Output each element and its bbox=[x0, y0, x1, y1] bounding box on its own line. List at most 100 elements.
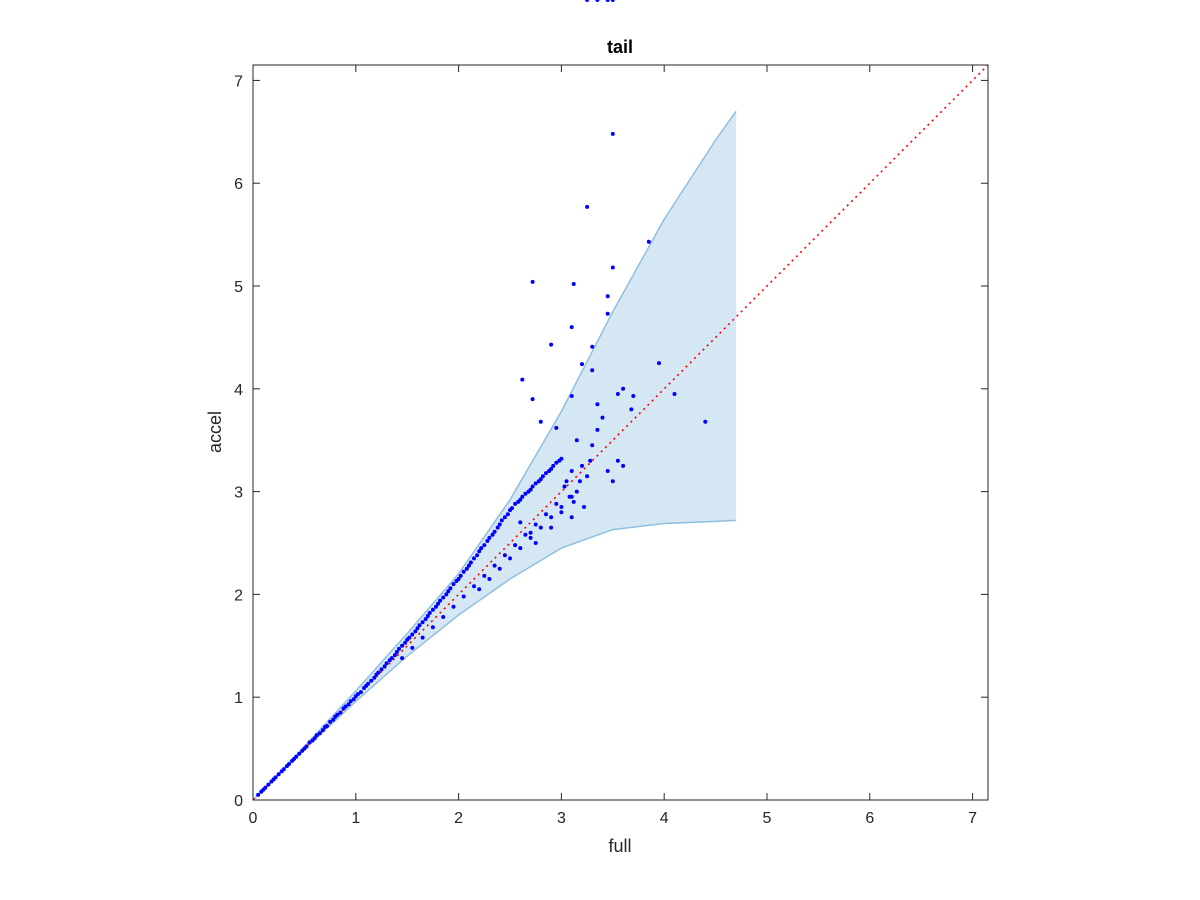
data-point bbox=[540, 474, 545, 479]
data-point bbox=[574, 438, 579, 443]
data-point bbox=[256, 792, 261, 797]
data-point bbox=[585, 204, 590, 209]
data-point bbox=[320, 728, 325, 733]
data-point bbox=[569, 394, 574, 398]
data-point bbox=[400, 643, 405, 648]
data-point bbox=[513, 543, 518, 548]
y-tick-label: 7 bbox=[234, 73, 243, 90]
data-point bbox=[595, 427, 600, 432]
data-point bbox=[530, 279, 535, 284]
data-point bbox=[485, 539, 490, 543]
data-point bbox=[482, 573, 487, 578]
data-point bbox=[394, 650, 399, 654]
data-point bbox=[464, 566, 469, 571]
data-point bbox=[487, 577, 492, 581]
data-point bbox=[492, 563, 497, 568]
data-point bbox=[423, 617, 428, 622]
data-point bbox=[605, 311, 610, 316]
x-tick-label: 1 bbox=[351, 810, 360, 827]
data-point bbox=[554, 501, 559, 506]
data-point bbox=[549, 342, 554, 347]
data-point bbox=[518, 546, 523, 551]
data-point bbox=[544, 512, 548, 517]
data-point bbox=[451, 582, 456, 587]
data-point bbox=[538, 525, 543, 530]
data-point bbox=[307, 740, 312, 745]
data-point bbox=[580, 463, 584, 468]
data-point bbox=[348, 699, 353, 704]
data-point bbox=[441, 595, 446, 600]
data-point bbox=[317, 731, 322, 736]
data-point bbox=[615, 392, 620, 396]
data-point bbox=[492, 529, 497, 534]
data-point bbox=[477, 549, 482, 554]
data-point bbox=[703, 419, 708, 424]
x-tick-label: 5 bbox=[763, 810, 772, 827]
data-point bbox=[355, 692, 360, 697]
data-point bbox=[615, 458, 620, 463]
data-point bbox=[595, 402, 600, 407]
data-point bbox=[369, 678, 374, 683]
data-point bbox=[538, 477, 543, 482]
data-point bbox=[407, 635, 412, 640]
x-axis-label: full bbox=[608, 836, 631, 856]
data-point bbox=[580, 362, 584, 367]
data-point bbox=[528, 530, 533, 535]
data-point bbox=[384, 661, 389, 666]
data-point bbox=[569, 469, 574, 473]
data-point bbox=[366, 681, 371, 686]
data-point bbox=[621, 463, 626, 468]
data-point bbox=[325, 724, 329, 728]
data-point bbox=[497, 522, 502, 527]
data-point bbox=[672, 392, 677, 396]
data-point bbox=[456, 577, 461, 581]
data-point bbox=[562, 484, 567, 489]
data-point bbox=[559, 505, 564, 509]
x-tick-label: 0 bbox=[249, 810, 258, 827]
data-point bbox=[520, 494, 525, 499]
data-point bbox=[590, 368, 595, 373]
data-point bbox=[571, 499, 576, 504]
y-axis-label: accel bbox=[205, 411, 225, 453]
data-point bbox=[585, 0, 590, 2]
band-lower-edge bbox=[252, 519, 737, 801]
y-axis-ticks: 0 1 2 3 4 5 6 7 bbox=[234, 73, 988, 810]
x-tick-label: 7 bbox=[968, 810, 977, 827]
data-point bbox=[287, 762, 291, 766]
data-point bbox=[569, 325, 574, 330]
data-point bbox=[397, 646, 401, 651]
data-point bbox=[331, 717, 336, 722]
data-point bbox=[510, 506, 514, 511]
chart-title: tail bbox=[607, 37, 633, 57]
data-point bbox=[420, 635, 425, 640]
data-point bbox=[549, 515, 554, 520]
data-point bbox=[263, 785, 268, 790]
data-point bbox=[410, 632, 415, 637]
data-point bbox=[312, 736, 317, 741]
data-point bbox=[482, 543, 487, 548]
data-point bbox=[528, 535, 533, 540]
data-point bbox=[427, 610, 432, 615]
data-point bbox=[631, 394, 636, 398]
data-point bbox=[382, 664, 387, 669]
data-point bbox=[574, 489, 579, 494]
data-point bbox=[559, 456, 564, 461]
data-point bbox=[297, 751, 302, 756]
data-point bbox=[276, 772, 281, 777]
data-point bbox=[585, 474, 590, 479]
data-point bbox=[461, 594, 466, 599]
data-point bbox=[273, 775, 278, 780]
data-point bbox=[446, 589, 451, 594]
data-point bbox=[610, 479, 615, 484]
data-point bbox=[466, 563, 471, 568]
data-point bbox=[351, 697, 356, 702]
data-point bbox=[376, 670, 381, 675]
data-point bbox=[549, 525, 554, 530]
x-tick-label: 6 bbox=[865, 810, 874, 827]
data-point bbox=[379, 667, 384, 672]
data-point bbox=[590, 443, 595, 448]
data-point bbox=[629, 407, 634, 412]
data-point bbox=[588, 458, 593, 463]
data-point bbox=[389, 656, 394, 661]
